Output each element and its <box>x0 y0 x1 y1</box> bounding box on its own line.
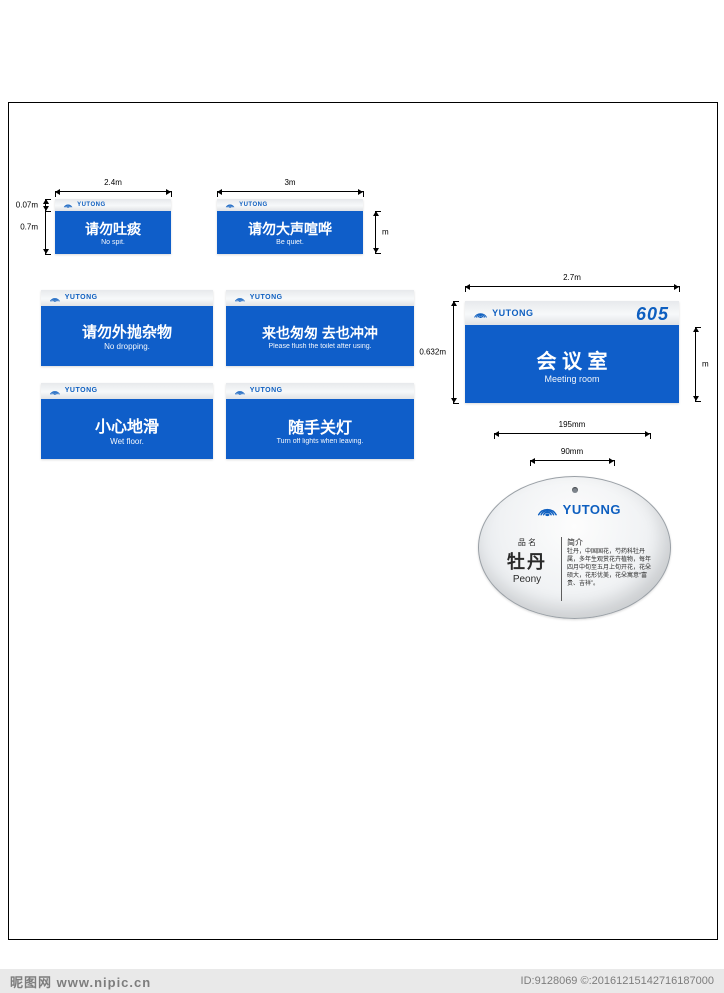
sign-s5: YUTONG 小心地滑Wet floor. <box>41 383 213 459</box>
dimension-marker: 2.7m <box>465 281 679 291</box>
sign-text-cn: 请勿大声喧哗 <box>217 219 363 239</box>
sign-text-en: Be quiet. <box>217 239 363 246</box>
hang-hole-icon <box>572 487 578 493</box>
sign-text-cn: 请勿吐痰 <box>55 219 171 239</box>
sign-s4: YUTONG 来也匆匆 去也冲冲Please flush the toilet … <box>226 290 414 366</box>
plant-tag-oval: YUTONG 品 名 牡丹 Peony 简介 牡丹，中国国花，芍药科牡丹属，多年… <box>478 476 671 619</box>
watermark-id: ID:9128069 ©:20161215142716187000 <box>521 975 714 987</box>
yutong-logo-icon: YUTONG <box>226 294 283 302</box>
sign-text-en: No spit. <box>55 239 171 246</box>
plant-label-heading: 品 名 <box>497 537 557 548</box>
yutong-logo-icon: YUTONG <box>55 201 106 208</box>
yutong-logo-icon: YUTONG <box>217 201 268 208</box>
oval-divider <box>561 537 562 601</box>
room-name-cn: 会 议 室 <box>465 345 679 374</box>
dimension-marker: 3m <box>217 186 363 196</box>
sign-s6: YUTONG 随手关灯Turn off lights when leaving. <box>226 383 414 459</box>
plant-name-en: Peony <box>497 574 557 585</box>
intro-text: 牡丹，中国国花，芍药科牡丹属，多年生观赏花卉植物，每年四月中旬至五月上旬开花，花… <box>567 548 654 588</box>
dimension-marker: 90mm <box>530 455 614 465</box>
plant-name-cn: 牡丹 <box>497 548 557 574</box>
sign-text-en: Turn off lights when leaving. <box>226 438 414 445</box>
watermark-bar: 昵图网 www.nipic.cn ID:9128069 ©:2016121514… <box>0 969 724 993</box>
room-name-en: Meeting room <box>465 374 679 384</box>
yutong-logo-icon: YUTONG <box>226 387 283 395</box>
sign-text-en: No dropping. <box>41 342 213 351</box>
sign-s1: YUTONG 请勿吐痰No spit. <box>55 199 171 254</box>
room-number: 605 <box>636 304 669 325</box>
dimension-marker: m <box>690 327 700 401</box>
watermark-site: 昵图网 www.nipic.cn <box>10 972 151 991</box>
intro-heading: 简介 <box>567 537 654 548</box>
sign-text-cn: 请勿外抛杂物 <box>41 321 213 342</box>
room-sign: YUTONG 605 会 议 室Meeting room <box>465 301 679 403</box>
sign-text-cn: 来也匆匆 去也冲冲 <box>226 323 414 343</box>
sign-text-cn: 随手关灯 <box>226 414 414 438</box>
yutong-logo-icon: YUTONG <box>41 387 98 395</box>
dimension-marker: 0.632m <box>448 301 458 403</box>
sign-text-cn: 小心地滑 <box>41 413 213 437</box>
dimension-marker: m <box>370 211 380 253</box>
sign-s3: YUTONG 请勿外抛杂物No dropping. <box>41 290 213 366</box>
sign-text-en: Please flush the toilet after using. <box>226 343 414 350</box>
yutong-logo-icon: YUTONG <box>528 501 621 517</box>
sign-s2: YUTONG 请勿大声喧哗Be quiet. <box>217 199 363 254</box>
page: YUTONG 请勿吐痰No spit. YUTONG 请勿大声喧哗Be quie… <box>0 0 724 993</box>
dimension-marker: 195mm <box>494 428 650 438</box>
sign-text-en: Wet floor. <box>41 437 213 446</box>
dimension-marker: 0.07m <box>40 199 50 211</box>
yutong-logo-icon: YUTONG <box>41 294 98 302</box>
dimension-marker: 2.4m <box>55 186 171 196</box>
yutong-logo-icon: YUTONG <box>465 308 533 319</box>
